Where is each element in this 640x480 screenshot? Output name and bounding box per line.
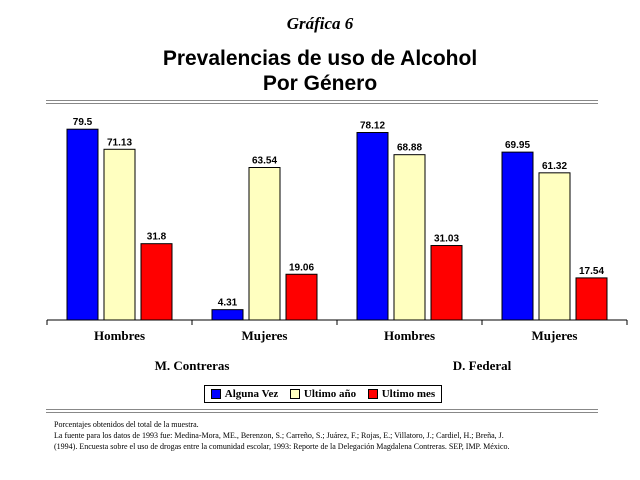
chart-labels: 79.5 71.13 31.8 Hombres 4.31 63.54 19.06 Mujere… (73, 117, 605, 373)
footnote: Porcentajes obtenidos del total de la mu… (54, 419, 614, 452)
bar (248, 167, 281, 321)
data-label: 69.95 (505, 140, 530, 151)
chart-title-line2: Por Género (262, 72, 378, 95)
footnote-line1: Porcentajes obtenidos del total de la mu… (54, 420, 199, 429)
legend-label: Ultimo mes (381, 388, 436, 400)
group-label: D. Federal (453, 358, 512, 373)
legend-item-ultimo-ano: Ultimo año (289, 388, 357, 400)
category-label: Mujeres (532, 328, 578, 343)
data-label: 78.12 (360, 121, 385, 132)
legend-item-alguna-vez: Alguna Vez (210, 388, 279, 400)
bar (538, 172, 571, 321)
data-label: 4.31 (218, 298, 238, 309)
footnote-line2: La fuente para los datos de 1993 fue: Me… (54, 431, 504, 440)
data-label: 71.13 (107, 137, 132, 148)
chart-title: Prevalencias de uso de Alcohol Por Géner… (0, 46, 640, 96)
bottom-rule-2 (46, 412, 598, 413)
data-label: 68.88 (397, 143, 422, 154)
category-label: Hombres (94, 328, 145, 343)
bar (285, 273, 318, 321)
data-label: 63.54 (252, 156, 277, 167)
data-label: 79.5 (73, 117, 93, 128)
chart-title-line1: Prevalencias de uso de Alcohol (162, 47, 478, 70)
data-label: 19.06 (289, 262, 314, 273)
legend-swatch (367, 389, 378, 399)
bar (211, 309, 244, 321)
bar (140, 243, 173, 321)
category-label: Mujeres (242, 328, 288, 343)
data-label: 17.54 (579, 266, 604, 277)
graph-number: Gráfica 6 (286, 14, 354, 33)
bar (501, 151, 534, 321)
chart-axes (46, 319, 628, 325)
bar (66, 128, 99, 321)
legend-item-ultimo-mes: Ultimo mes (367, 388, 436, 400)
chart-legend: Alguna Vez Ultimo año Ultimo mes (204, 385, 442, 403)
category-label: Hombres (384, 328, 435, 343)
data-label: 61.32 (542, 161, 567, 172)
chart-bars (66, 128, 608, 321)
top-rule (46, 100, 598, 101)
legend-label: Alguna Vez (224, 388, 279, 400)
bar (430, 245, 463, 321)
bar (575, 277, 608, 321)
group-label: M. Contreras (155, 358, 230, 373)
bar-chart: 79.5 71.13 31.8 Hombres 4.31 63.54 19.06 Mujere… (46, 117, 628, 373)
data-label: 31.03 (434, 234, 459, 245)
legend-swatch (210, 389, 221, 399)
legend-swatch (289, 389, 300, 399)
bottom-rule (46, 409, 598, 410)
top-rule-2 (46, 103, 598, 104)
bar (103, 148, 136, 321)
legend-label: Ultimo año (303, 388, 357, 400)
data-label: 31.8 (147, 232, 167, 243)
bar (356, 132, 389, 321)
footnote-line3: (1994). Encuesta sobre el uso de drogas … (54, 442, 510, 451)
bar (393, 154, 426, 321)
